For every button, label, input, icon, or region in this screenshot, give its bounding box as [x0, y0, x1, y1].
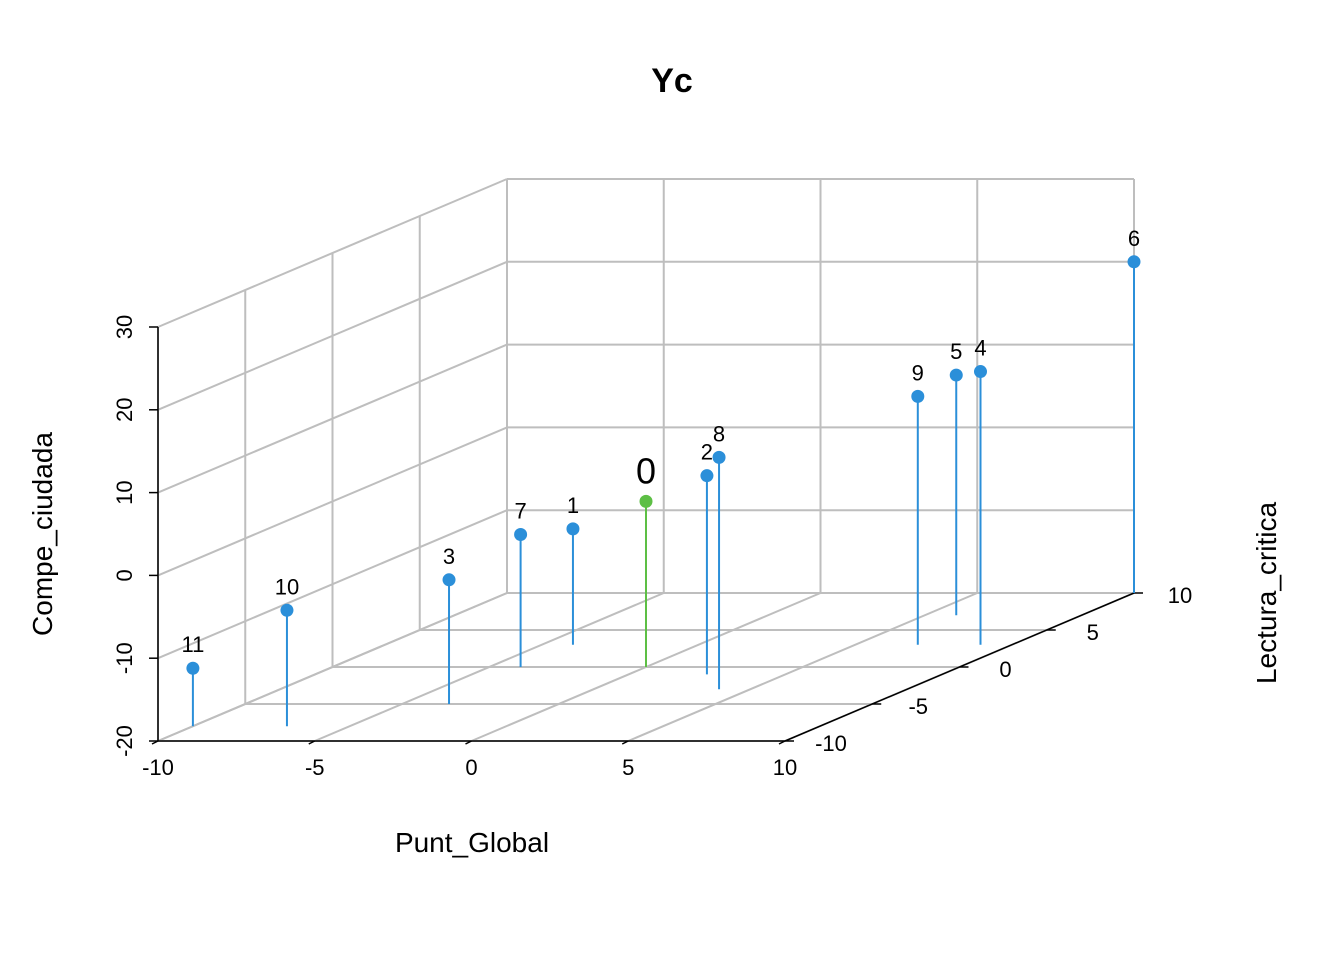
point-label: 2	[701, 440, 713, 465]
z-tick-label: -10	[112, 642, 137, 674]
data-point	[442, 573, 456, 587]
point-label: 0	[636, 450, 656, 491]
point-label: 9	[912, 360, 924, 385]
z-tick-label: 10	[112, 480, 137, 504]
x-axis-title: Punt_Global	[395, 827, 549, 858]
leftwall-gridline-z	[157, 426, 508, 577]
point-label: 10	[275, 574, 299, 599]
point-label: 7	[514, 499, 526, 524]
data-point	[1127, 255, 1141, 269]
y-axis-title: Lectura_critica	[1251, 502, 1282, 685]
x-tick-label: 0	[465, 755, 477, 780]
data-point	[700, 469, 714, 483]
data-point	[280, 603, 294, 617]
point-label: 3	[443, 544, 455, 569]
point-label: 4	[974, 336, 986, 361]
data-point	[712, 450, 726, 464]
x-tick-label: 10	[773, 755, 797, 780]
data-point	[186, 661, 200, 675]
data-point	[974, 365, 987, 379]
z-tick-label: 20	[112, 398, 137, 422]
y-tick-label: -5	[908, 694, 928, 719]
z-tick-label: 0	[112, 569, 137, 581]
data-point	[566, 522, 580, 536]
y-tick-label: 10	[1168, 583, 1192, 608]
y-tick-label: 5	[1087, 620, 1099, 645]
x-tick-label: -5	[305, 755, 325, 780]
chart-title: Yc	[651, 62, 693, 100]
x-tick	[621, 740, 629, 745]
point-label: 1	[567, 493, 579, 518]
leftwall-gridline-z	[157, 509, 508, 660]
data-point	[949, 368, 963, 382]
point-label: 8	[713, 421, 725, 446]
y-tick-label: 0	[999, 657, 1011, 682]
z-axis-title: Compe_ciudada	[27, 432, 58, 636]
x-tick	[778, 740, 786, 745]
point-label: 6	[1128, 226, 1140, 251]
z-tick-label: 30	[112, 315, 137, 339]
point-label: 11	[181, 632, 204, 657]
leftwall-gridline-z	[157, 178, 508, 328]
leftwall-gridline-z	[157, 343, 508, 494]
z-tick-label: -20	[112, 725, 137, 757]
data-point	[514, 528, 528, 542]
x-tick	[465, 740, 472, 745]
leftwall-gridline-z	[157, 260, 508, 411]
x-tick-label: 5	[622, 755, 634, 780]
x-tick-label: -10	[142, 755, 174, 780]
data-point	[911, 389, 925, 403]
point-label: 5	[950, 339, 962, 364]
y-tick-label: -10	[815, 731, 847, 756]
x-tick	[308, 740, 316, 745]
data-point	[639, 494, 653, 508]
